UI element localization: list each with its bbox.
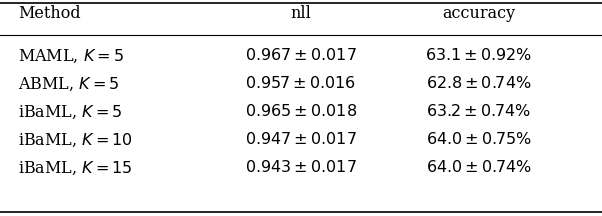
- Text: $0.965 \pm 0.018$: $0.965 \pm 0.018$: [245, 103, 357, 121]
- Text: Method: Method: [18, 5, 81, 22]
- Text: $63.1 \pm 0.92\%$: $63.1 \pm 0.92\%$: [425, 48, 532, 65]
- Text: iBaML, $K = 5$: iBaML, $K = 5$: [18, 103, 123, 121]
- Text: MAML, $K = 5$: MAML, $K = 5$: [18, 47, 124, 65]
- Text: accuracy: accuracy: [442, 5, 515, 22]
- Text: $63.2 \pm 0.74\%$: $63.2 \pm 0.74\%$: [426, 103, 531, 121]
- Text: $0.943 \pm 0.017$: $0.943 \pm 0.017$: [245, 159, 357, 176]
- Text: $64.0 \pm 0.74\%$: $64.0 \pm 0.74\%$: [426, 159, 532, 176]
- Text: $62.8 \pm 0.74\%$: $62.8 \pm 0.74\%$: [426, 76, 532, 92]
- Text: nll: nll: [291, 5, 311, 22]
- Text: $64.0 \pm 0.75\%$: $64.0 \pm 0.75\%$: [426, 132, 532, 149]
- Text: ABML, $K = 5$: ABML, $K = 5$: [18, 75, 120, 93]
- Text: iBaML, $K = 10$: iBaML, $K = 10$: [18, 131, 133, 149]
- Text: $0.957 \pm 0.016$: $0.957 \pm 0.016$: [246, 76, 356, 92]
- Text: $0.967 \pm 0.017$: $0.967 \pm 0.017$: [245, 48, 357, 65]
- Text: $0.947 \pm 0.017$: $0.947 \pm 0.017$: [245, 132, 357, 149]
- Text: iBaML, $K = 15$: iBaML, $K = 15$: [18, 159, 132, 177]
